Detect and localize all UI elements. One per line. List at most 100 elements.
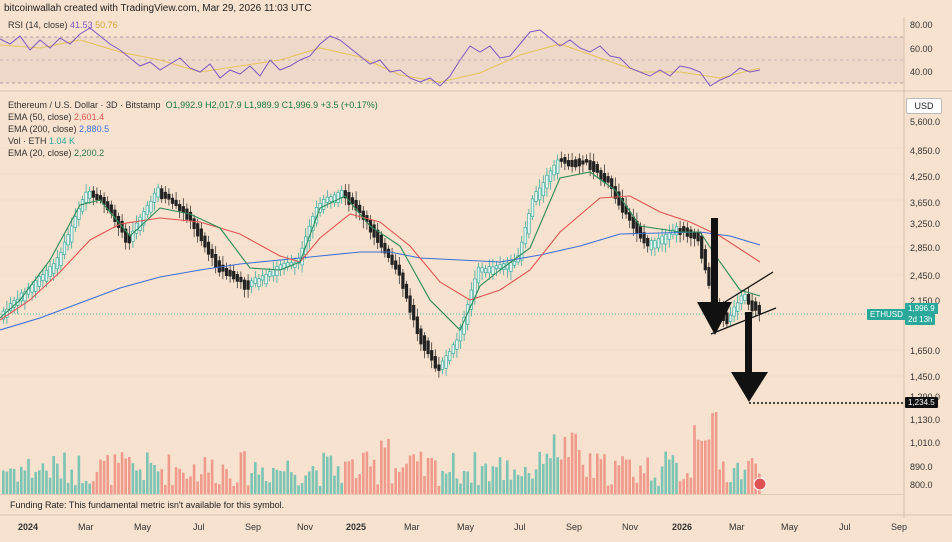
volume-bar — [344, 461, 347, 494]
current-price-tag: 1,996.9 — [905, 303, 938, 314]
volume-bar — [138, 469, 142, 494]
candle — [196, 223, 200, 237]
rsi-value: 41.53 — [70, 20, 93, 30]
candle — [433, 356, 437, 369]
volume-bar — [275, 469, 279, 494]
price-tick-label: 4,850.0 — [910, 146, 941, 156]
volume-bar — [725, 482, 729, 494]
candle — [88, 191, 92, 199]
volume-bar — [459, 483, 462, 494]
symbol-tag: ETHUSD — [867, 309, 906, 320]
price-tick-label: 890.0 — [910, 462, 933, 472]
candle — [656, 238, 661, 249]
volume-bar — [358, 474, 361, 494]
volume-legend: Vol · ETH 1.04 K — [8, 136, 76, 146]
candle — [440, 360, 445, 370]
candle — [559, 158, 563, 162]
volume-bar — [23, 470, 27, 494]
volume-bar — [491, 466, 495, 494]
time-tick-label: 2024 — [18, 522, 39, 532]
candle — [23, 291, 27, 302]
volume-bar — [398, 471, 401, 494]
candle — [142, 211, 146, 226]
candle — [498, 264, 502, 269]
volume-bar — [369, 466, 372, 494]
volume-bar — [286, 460, 289, 494]
time-tick-label: May — [457, 522, 475, 532]
volume-bar — [59, 478, 63, 494]
candle — [91, 190, 95, 198]
volume-bar — [290, 472, 293, 494]
volume-bar — [63, 452, 66, 494]
volume-bar — [423, 476, 426, 494]
price-tick-label: 800.0 — [910, 480, 933, 490]
volume-bar — [45, 470, 48, 494]
volume-bar — [225, 469, 228, 494]
volume-bar — [416, 461, 419, 494]
volume-bar — [614, 460, 617, 494]
candle — [476, 266, 481, 284]
candle — [332, 194, 337, 204]
price-tick-label: 5,600.0 — [910, 117, 941, 127]
symbol-name: Ethereum / U.S. Dollar · 3D · Bitstamp — [8, 100, 161, 110]
candle — [221, 264, 225, 272]
arrow-down-2 — [731, 312, 768, 402]
candle — [44, 269, 49, 282]
volume-bar — [617, 465, 621, 494]
chart-header: bitcoinwallah created with TradingView.c… — [0, 0, 952, 17]
candle — [642, 232, 646, 244]
volume-bar — [135, 470, 138, 494]
candle — [408, 295, 412, 313]
volume-bar — [560, 459, 563, 494]
candle — [541, 182, 545, 197]
candle — [689, 229, 693, 239]
time-tick-label: May — [134, 522, 152, 532]
volume-bar — [444, 473, 448, 494]
candle — [210, 248, 214, 258]
volume-bar — [380, 440, 383, 494]
volume-bar — [149, 462, 153, 494]
volume-bar — [214, 482, 217, 494]
price-tick-label: 1,010.0 — [910, 438, 941, 448]
volume-bar — [509, 479, 513, 494]
candle — [178, 203, 182, 212]
candle — [606, 176, 610, 183]
time-tick-label: 2026 — [672, 522, 693, 532]
time-tick-label: Jul — [193, 522, 205, 532]
volume-bar — [254, 462, 257, 494]
currency-button[interactable]: USD — [906, 98, 942, 114]
volume-bar — [394, 468, 397, 494]
candle — [329, 196, 333, 202]
time-axis[interactable]: 2024 Mar May Jul Sep Nov 2025 Mar May Jul Sep Nov 20… — [0, 518, 952, 542]
volume-bar — [610, 484, 613, 494]
candle — [264, 274, 268, 285]
symbol-line: Ethereum / U.S. Dollar · 3D · Bitstamp O… — [8, 99, 378, 111]
volume-bar — [527, 472, 531, 494]
candle — [610, 178, 614, 190]
volume-bar — [297, 485, 300, 494]
volume-bar — [167, 454, 171, 494]
candle — [250, 280, 254, 287]
volume-bar — [174, 467, 178, 494]
volume-bar — [261, 467, 264, 494]
volume-bar — [682, 479, 685, 494]
volume-bar — [578, 449, 581, 494]
volume-bar — [524, 466, 527, 494]
volume-bar — [736, 462, 739, 494]
volume-bar — [711, 413, 714, 494]
candle — [570, 160, 574, 167]
volume-bar — [581, 464, 585, 494]
candle — [113, 209, 117, 222]
volume-bar — [448, 472, 451, 494]
candle — [203, 235, 207, 248]
volume-bar — [714, 412, 718, 494]
candle — [48, 265, 52, 277]
volume-bar — [441, 470, 444, 494]
volume-bar — [740, 479, 743, 494]
candle — [595, 164, 599, 173]
candle — [152, 192, 157, 203]
candle — [174, 199, 178, 207]
volume-bar — [239, 452, 243, 494]
candle — [41, 274, 45, 281]
